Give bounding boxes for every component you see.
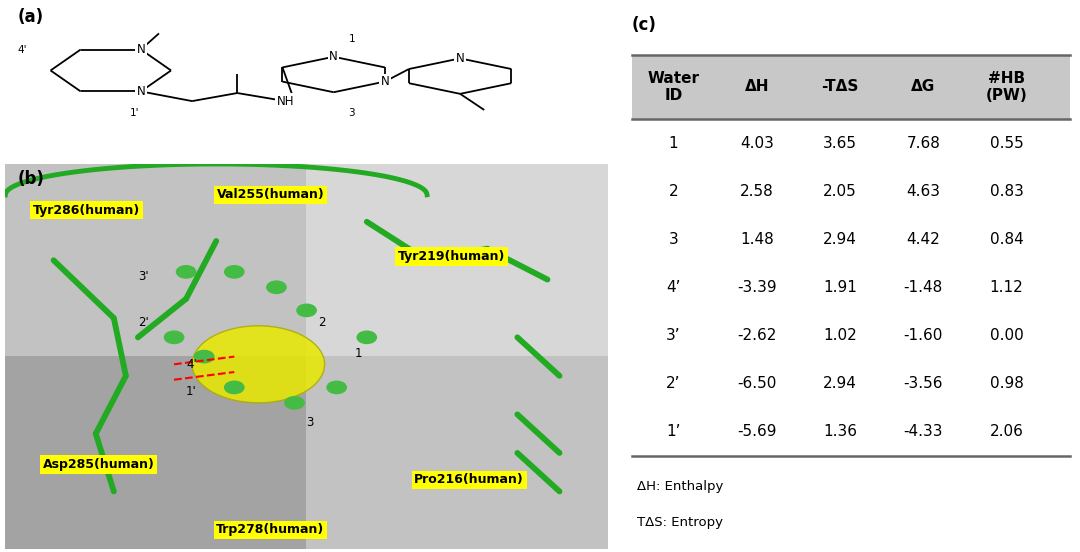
Text: 1.48: 1.48 bbox=[740, 232, 773, 247]
Text: 4.42: 4.42 bbox=[906, 232, 941, 247]
Text: 7.68: 7.68 bbox=[906, 136, 941, 151]
Text: N: N bbox=[380, 75, 389, 88]
Text: 2.94: 2.94 bbox=[823, 376, 858, 391]
Text: 2.94: 2.94 bbox=[823, 232, 858, 247]
Text: ΔG:   Free energy: ΔG: Free energy bbox=[636, 551, 752, 552]
Ellipse shape bbox=[192, 326, 325, 403]
Text: N: N bbox=[456, 52, 464, 65]
Text: 2.06: 2.06 bbox=[989, 424, 1024, 439]
Text: 0.55: 0.55 bbox=[989, 136, 1024, 151]
Text: 3.65: 3.65 bbox=[823, 136, 858, 151]
Text: ΔH: ΔH bbox=[744, 79, 769, 94]
Text: 2’: 2’ bbox=[666, 376, 680, 391]
Text: 1.02: 1.02 bbox=[823, 328, 856, 343]
Text: ΔG: ΔG bbox=[912, 79, 935, 94]
Text: 3: 3 bbox=[349, 108, 355, 118]
Text: 0.98: 0.98 bbox=[989, 376, 1024, 391]
Text: Tyr286(human): Tyr286(human) bbox=[33, 204, 140, 217]
Text: 0.83: 0.83 bbox=[989, 184, 1024, 199]
Text: TΔS: Entropy: TΔS: Entropy bbox=[636, 516, 723, 529]
Text: 1: 1 bbox=[669, 136, 678, 151]
Text: 2': 2' bbox=[138, 316, 149, 329]
Text: Trp278(human): Trp278(human) bbox=[216, 523, 325, 537]
Text: 3': 3' bbox=[138, 269, 149, 283]
Circle shape bbox=[285, 397, 305, 409]
Circle shape bbox=[164, 331, 184, 343]
Text: 1: 1 bbox=[354, 347, 362, 359]
Circle shape bbox=[225, 381, 244, 394]
Circle shape bbox=[267, 281, 286, 294]
Text: N: N bbox=[329, 50, 338, 63]
Text: (a): (a) bbox=[17, 8, 43, 25]
Text: Val255(human): Val255(human) bbox=[217, 188, 324, 201]
Text: -6.50: -6.50 bbox=[738, 376, 777, 391]
Text: 3: 3 bbox=[669, 232, 678, 247]
Text: 1.91: 1.91 bbox=[823, 280, 858, 295]
Text: 1.36: 1.36 bbox=[823, 424, 858, 439]
Text: 1.12: 1.12 bbox=[989, 280, 1024, 295]
Text: 3’: 3’ bbox=[666, 328, 680, 343]
Text: NH: NH bbox=[276, 94, 294, 108]
Text: -1.60: -1.60 bbox=[904, 328, 943, 343]
Text: -3.39: -3.39 bbox=[737, 280, 777, 295]
Text: -TΔS: -TΔS bbox=[822, 79, 859, 94]
Text: -1.48: -1.48 bbox=[904, 280, 943, 295]
Text: -2.62: -2.62 bbox=[738, 328, 777, 343]
Text: 1’: 1’ bbox=[666, 424, 680, 439]
Text: 2: 2 bbox=[319, 316, 326, 329]
Text: (b): (b) bbox=[17, 170, 44, 188]
Text: 1': 1' bbox=[131, 108, 139, 118]
Text: 4’: 4’ bbox=[666, 280, 680, 295]
Text: ΔH: Enthalpy: ΔH: Enthalpy bbox=[636, 480, 723, 493]
Text: Pro216(human): Pro216(human) bbox=[415, 474, 524, 486]
Text: N: N bbox=[136, 43, 146, 56]
Text: -5.69: -5.69 bbox=[737, 424, 777, 439]
Text: Water
ID: Water ID bbox=[648, 71, 700, 103]
Text: 1: 1 bbox=[349, 34, 355, 44]
Text: 0.84: 0.84 bbox=[989, 232, 1024, 247]
Text: 2.58: 2.58 bbox=[740, 184, 773, 199]
Text: 2: 2 bbox=[669, 184, 678, 199]
Text: -4.33: -4.33 bbox=[904, 424, 943, 439]
Circle shape bbox=[225, 266, 244, 278]
Text: Tyr219(human): Tyr219(human) bbox=[397, 250, 504, 263]
Text: 4.03: 4.03 bbox=[740, 136, 773, 151]
Text: 2.05: 2.05 bbox=[823, 184, 856, 199]
Circle shape bbox=[357, 331, 377, 343]
Text: (c): (c) bbox=[632, 17, 657, 34]
Text: 3: 3 bbox=[307, 416, 314, 429]
Text: 1': 1' bbox=[186, 385, 197, 398]
Text: N: N bbox=[136, 85, 146, 98]
Text: #HB
(PW): #HB (PW) bbox=[986, 71, 1027, 103]
Text: 4.63: 4.63 bbox=[906, 184, 941, 199]
Text: Asp285(human): Asp285(human) bbox=[43, 458, 154, 471]
Circle shape bbox=[194, 351, 214, 363]
Text: 0.00: 0.00 bbox=[989, 328, 1024, 343]
Text: 4': 4' bbox=[186, 358, 197, 371]
Bar bbox=[632, 55, 1070, 119]
Circle shape bbox=[327, 381, 347, 394]
Circle shape bbox=[297, 304, 316, 316]
Text: -3.56: -3.56 bbox=[904, 376, 943, 391]
Circle shape bbox=[176, 266, 195, 278]
Text: 4': 4' bbox=[17, 45, 27, 55]
